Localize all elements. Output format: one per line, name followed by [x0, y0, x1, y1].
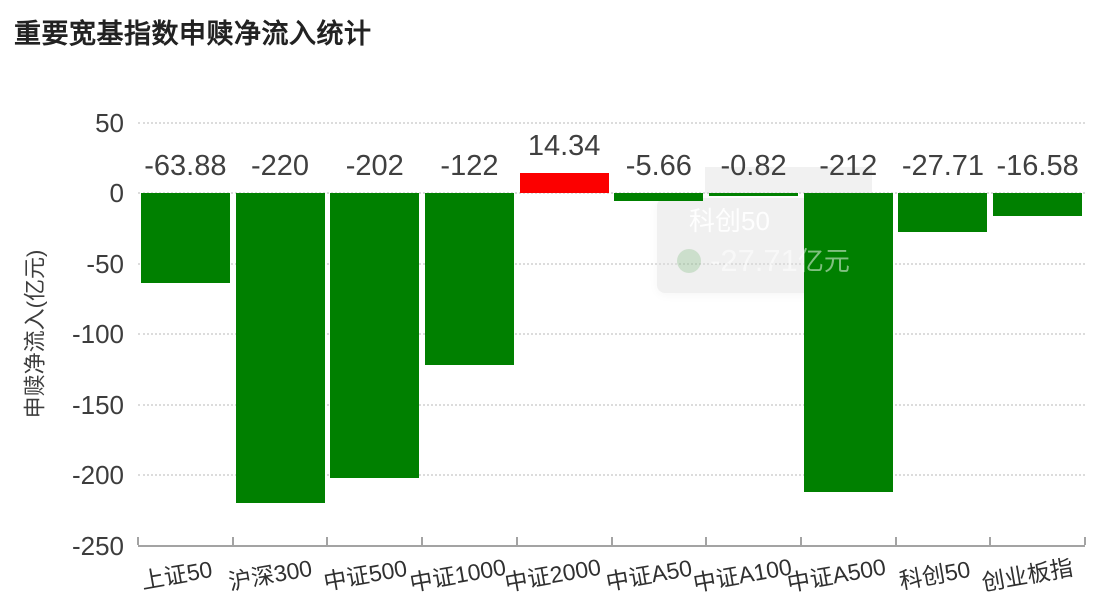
y-axis-tick-label: -200: [71, 460, 124, 490]
bar-科创50[interactable]: [898, 193, 988, 233]
x-axis-category-label: 中证1000: [408, 553, 509, 597]
bar-value-label: 14.34: [527, 129, 601, 162]
bar-value-label: -63.88: [144, 150, 227, 182]
x-axis-tick: [231, 537, 234, 545]
bar-value-label: -202: [345, 150, 404, 182]
tooltip-hover-shadow: [705, 167, 872, 193]
bar-value-label: -27.71: [901, 150, 985, 182]
x-axis-tick: [894, 537, 897, 545]
bar-中证1000[interactable]: [424, 193, 514, 366]
bar-value-label: -220: [251, 150, 310, 182]
gridline: [138, 192, 1085, 194]
tooltip-unit: 亿元: [797, 246, 850, 276]
x-axis-tick: [799, 537, 802, 545]
bar-中证500[interactable]: [330, 193, 420, 478]
tooltip-value: -27.71: [710, 243, 798, 278]
y-axis-tick-label: 50: [95, 107, 124, 138]
y-axis-tick-label: 0: [109, 178, 124, 208]
y-axis-tick-label: -250: [71, 530, 124, 561]
x-axis-line: [138, 544, 1085, 547]
bar-value-label: -122: [440, 150, 499, 182]
x-axis-category-label: 中证A100: [690, 553, 794, 597]
bar-创业板指[interactable]: [993, 193, 1083, 217]
bar-沪深300[interactable]: [235, 193, 325, 504]
x-axis-category-label: 创业板指: [979, 554, 1075, 596]
tooltip-value-row: -27.71 亿元: [677, 244, 917, 278]
gridline: [138, 262, 1085, 265]
bar-value-label: -16.58: [996, 150, 1079, 182]
tooltip-content: 科创50 -27.71 亿元: [657, 198, 917, 278]
x-axis-category-label: 中证A50: [603, 554, 694, 596]
tooltip-series-name: 科创50: [689, 206, 770, 236]
x-axis-tick: [326, 537, 329, 545]
gridline: [138, 474, 1085, 476]
bar-中证A100[interactable]: [709, 193, 799, 196]
x-axis-tick: [515, 537, 518, 545]
x-axis-tick: [1084, 537, 1086, 545]
x-axis-tick: [989, 537, 992, 545]
x-axis-category-label: 上证50: [139, 555, 215, 594]
x-axis-category-label: 中证A500: [785, 553, 888, 597]
y-axis-tick-label: -100: [71, 319, 124, 349]
y-axis-tick-label: -50: [86, 248, 124, 279]
x-axis-category-label: 中证2000: [502, 553, 603, 597]
bar-中证A50[interactable]: [614, 193, 704, 201]
tooltip-series-marker-icon: [677, 249, 701, 273]
bar-value-label: -0.82: [720, 150, 787, 182]
x-axis-tick: [705, 537, 708, 545]
x-axis-category-label: 中证500: [321, 554, 409, 596]
x-axis-tick: [421, 537, 424, 545]
bar-中证2000[interactable]: [519, 172, 609, 193]
bar-value-label: -212: [819, 150, 878, 182]
chart-title: 重要宽基指数申赎净流入统计: [14, 19, 372, 49]
x-axis-tick: [137, 537, 139, 545]
bar-中证A500[interactable]: [803, 193, 893, 492]
gridline: [138, 403, 1085, 406]
bar-上证50[interactable]: [140, 193, 230, 284]
y-axis-tick-label: -150: [71, 389, 124, 420]
x-axis-category-label: 沪深300: [226, 554, 315, 596]
x-axis-category-label: 科创50: [897, 555, 973, 594]
gridline: [138, 121, 1085, 124]
gridline: [138, 333, 1085, 335]
bar-value-label: -5.66: [625, 150, 692, 182]
x-axis-tick: [610, 537, 613, 545]
